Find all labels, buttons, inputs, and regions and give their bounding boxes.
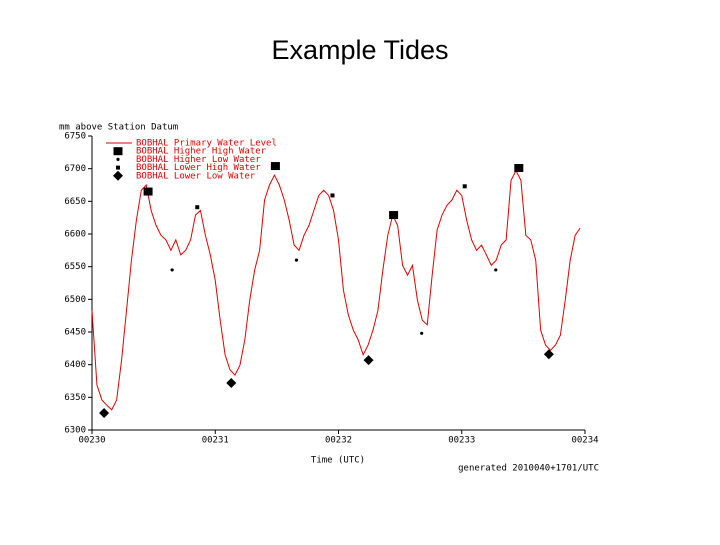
tide-marker	[226, 377, 237, 388]
legend-label: BOBHAL Primary Water Level	[136, 139, 277, 149]
water-level-line	[91, 169, 581, 411]
legend-label: BOBHAL Lower Low Water	[136, 171, 256, 181]
x-tick-label: 00234	[571, 436, 598, 446]
y-tick-label: 6450	[64, 328, 86, 338]
y-tick-label: 6500	[64, 295, 86, 305]
legend-label: BOBHAL Lower High Water	[136, 163, 261, 173]
tide-marker	[170, 268, 174, 272]
tide-marker	[514, 164, 524, 173]
tide-marker	[270, 162, 280, 171]
tide-marker	[420, 331, 424, 335]
y-tick-label: 6550	[64, 262, 86, 272]
tide-marker	[462, 184, 467, 189]
x-axis-title: Time (UTC)	[311, 456, 365, 466]
tide-marker	[389, 211, 399, 220]
legend-label: BOBHAL Higher High Water	[136, 147, 267, 157]
y-tick-label: 6350	[64, 393, 86, 403]
tide-marker	[330, 193, 335, 198]
x-tick-label: 00233	[448, 436, 475, 446]
y-tick-label: 6750	[64, 132, 86, 142]
slide-title: Example Tides	[271, 35, 448, 65]
y-tick-label: 6300	[64, 426, 86, 436]
y-axis-title: mm above Station Datum	[59, 123, 178, 133]
y-tick-label: 6650	[64, 197, 86, 207]
x-tick-label: 00230	[78, 436, 105, 446]
tide-marker	[294, 258, 299, 262]
tide-marker	[543, 349, 554, 360]
tide-marker	[99, 408, 110, 419]
annotation: generated 2010040+1701/UTC	[458, 464, 599, 474]
y-tick-label: 6600	[64, 230, 86, 240]
tide-marker	[143, 187, 153, 196]
tide-marker	[494, 268, 498, 272]
legend-label: BOBHAL Higher Low Water	[136, 155, 261, 165]
x-tick-label: 00231	[202, 436, 229, 446]
y-tick-label: 6700	[64, 164, 86, 174]
tide-marker	[363, 355, 374, 366]
x-tick-label: 00232	[325, 436, 352, 446]
y-tick-label: 6400	[64, 360, 86, 370]
legend-swatch	[116, 157, 120, 161]
legend-swatch	[116, 165, 120, 170]
legend-swatch	[113, 147, 123, 156]
legend-swatch	[113, 170, 123, 181]
tide-marker	[195, 205, 200, 210]
